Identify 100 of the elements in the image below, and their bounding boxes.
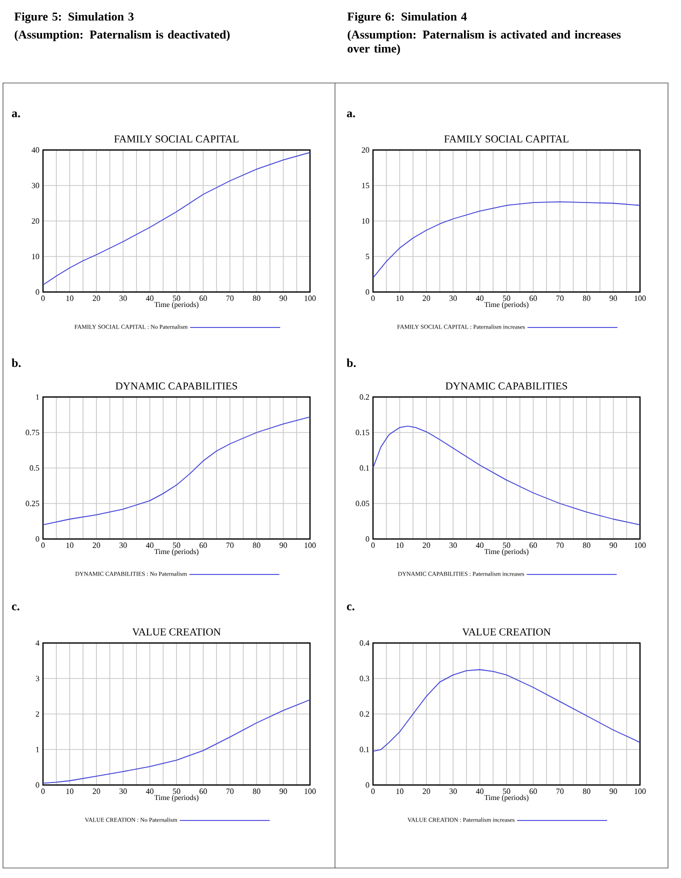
x-tick-label: 100 — [634, 788, 646, 794]
x-tick-label: 100 — [304, 296, 316, 301]
x-tick-label: 70 — [556, 296, 564, 301]
line-series — [43, 699, 310, 784]
x-tick-label: 20 — [92, 788, 100, 794]
x-tick-label: 10 — [396, 542, 404, 548]
x-tick-label: 70 — [226, 788, 234, 794]
y-tick-label: 15 — [362, 182, 370, 188]
x-tick-label: 40 — [146, 542, 154, 548]
x-tick-label: 70 — [556, 788, 564, 794]
x-tick-label: 10 — [396, 296, 404, 301]
x-tick-label: 50 — [172, 788, 180, 794]
line-series — [373, 201, 640, 278]
x-tick-label: 20 — [422, 542, 430, 548]
x-tick-label: 50 — [502, 542, 510, 548]
y-tick-label: 0.5 — [30, 465, 40, 471]
x-tick-label: 40 — [146, 788, 154, 794]
text: a. — [12, 112, 20, 118]
x-tick-label: 30 — [449, 542, 457, 548]
line-series — [43, 152, 310, 286]
x-tick-label: 90 — [280, 296, 287, 301]
y-tick-label: 0 — [36, 782, 40, 788]
x-tick-label: 50 — [502, 788, 510, 794]
x-tick-label: 90 — [280, 542, 288, 548]
y-tick-label: 5 — [366, 254, 370, 260]
x-tick-label: 80 — [252, 788, 260, 794]
y-tick-label: 0.3 — [360, 676, 370, 682]
x-tick-label: 20 — [92, 296, 100, 301]
y-tick-label: 0.1 — [360, 465, 369, 471]
chart-title: FAMILY SOCIAL CAPITAL — [444, 135, 568, 142]
y-tick-label: 0 — [36, 289, 40, 295]
x-tick-label: 80 — [582, 788, 590, 794]
text: (Assumption: Paternalism is activated and increases over time) — [348, 30, 621, 56]
y-tick-label: 0 — [36, 536, 40, 542]
x-tick-label: 40 — [476, 296, 484, 301]
y-tick-label: 0.05 — [356, 500, 370, 506]
y-tick-label: 3 — [36, 676, 40, 682]
text: b. — [346, 358, 356, 368]
x-tick-label: 10 — [66, 296, 74, 301]
x-tick-label: 20 — [422, 788, 430, 794]
chart-title: DYNAMIC CAPABILITIES — [446, 382, 568, 390]
y-tick-label: 0.2 — [360, 394, 370, 400]
line-series — [43, 416, 310, 526]
x-tick-label: 0 — [371, 542, 375, 548]
x-tick-label: 100 — [634, 542, 646, 548]
x-tick-label: 60 — [530, 542, 537, 548]
x-tick-label: 90 — [610, 542, 618, 548]
x-tick-label: 90 — [280, 788, 287, 794]
x-tick-label: 0 — [41, 296, 45, 301]
x-tick-label: 0 — [41, 788, 45, 794]
x-tick-label: 10 — [396, 788, 404, 794]
x-tick-label: 60 — [530, 788, 537, 794]
y-tick-label: 10 — [32, 254, 40, 260]
chart-title: VALUE CREATION — [462, 628, 551, 636]
x-tick-label: 20 — [422, 296, 430, 301]
x-tick-label: 40 — [146, 296, 154, 301]
y-tick-label: 0.4 — [360, 640, 370, 646]
x-tick-label: 100 — [304, 542, 316, 548]
x-tick-label: 60 — [200, 542, 207, 548]
x-tick-label: 70 — [226, 296, 234, 301]
x-tick-label: 30 — [119, 542, 127, 548]
x-tick-label: 30 — [119, 788, 127, 794]
y-tick-label: 10 — [362, 218, 370, 224]
text: c. — [346, 604, 354, 610]
y-tick-label: 0.15 — [356, 430, 370, 436]
text: a. — [346, 112, 356, 118]
y-tick-label: 40 — [32, 147, 40, 153]
x-tick-label: 20 — [92, 542, 100, 548]
caption: Figure 6: Simulation 4 — [347, 12, 467, 24]
y-tick-label: 0.2 — [360, 711, 370, 717]
y-tick-label: 20 — [362, 147, 370, 153]
x-tick-label: 90 — [610, 788, 618, 794]
x-tick-label: 50 — [172, 296, 180, 301]
y-tick-label: 1 — [36, 394, 39, 400]
y-tick-label: 2 — [36, 711, 40, 717]
y-tick-label: 0.75 — [26, 430, 40, 436]
y-tick-label: 20 — [32, 218, 40, 224]
x-tick-label: 80 — [252, 296, 260, 301]
y-tick-label: 4 — [36, 640, 40, 646]
x-tick-label: 70 — [226, 542, 234, 548]
x-tick-label: 80 — [582, 296, 590, 301]
x-tick-label: 80 — [252, 542, 260, 548]
y-tick-label: 30 — [32, 182, 40, 188]
x-tick-label: 30 — [449, 788, 457, 794]
x-tick-label: 50 — [502, 296, 510, 301]
y-tick-label: 0 — [366, 536, 370, 542]
text: (Assumption: Paternalism is deactivated) — [14, 30, 230, 42]
y-tick-label: 0 — [366, 289, 370, 295]
y-tick-label: 0.1 — [360, 746, 369, 752]
x-tick-label: 30 — [449, 296, 457, 301]
y-tick-label: 0.25 — [26, 500, 40, 506]
x-tick-label: 0 — [371, 296, 375, 301]
x-tick-label: 60 — [200, 296, 207, 301]
y-tick-label: 0 — [366, 782, 370, 788]
x-tick-label: 30 — [119, 296, 127, 301]
x-tick-label: 0 — [41, 542, 45, 548]
chart-title: FAMILY SOCIAL CAPITAL — [114, 135, 238, 142]
text: c. — [12, 604, 20, 610]
y-tick-label: 1 — [36, 746, 39, 752]
x-tick-label: 90 — [610, 296, 618, 301]
